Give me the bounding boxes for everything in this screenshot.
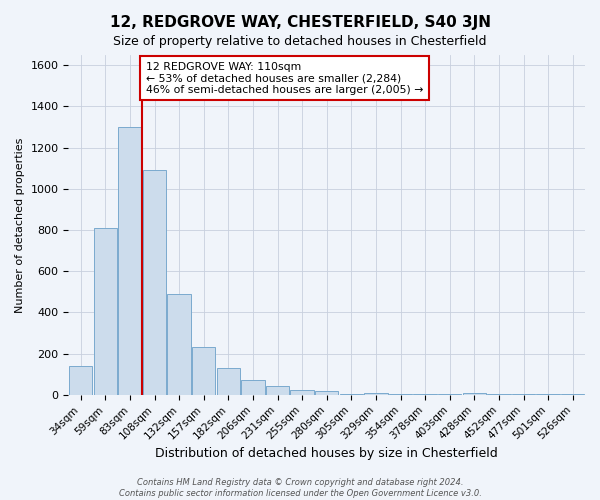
Bar: [118, 127, 142, 395]
Bar: [167, 294, 191, 395]
Bar: [94, 228, 117, 395]
Bar: [340, 394, 363, 395]
Text: 12, REDGROVE WAY, CHESTERFIELD, S40 3JN: 12, REDGROVE WAY, CHESTERFIELD, S40 3JN: [110, 15, 491, 30]
Y-axis label: Number of detached properties: Number of detached properties: [15, 137, 25, 312]
Bar: [266, 386, 289, 395]
Bar: [315, 390, 338, 395]
Bar: [143, 170, 166, 395]
Bar: [290, 390, 314, 395]
Bar: [364, 393, 388, 395]
Bar: [463, 393, 486, 395]
Bar: [69, 366, 92, 395]
Bar: [561, 394, 584, 395]
Text: Contains HM Land Registry data © Crown copyright and database right 2024.
Contai: Contains HM Land Registry data © Crown c…: [119, 478, 481, 498]
Text: Size of property relative to detached houses in Chesterfield: Size of property relative to detached ho…: [113, 35, 487, 48]
X-axis label: Distribution of detached houses by size in Chesterfield: Distribution of detached houses by size …: [155, 447, 498, 460]
Text: 12 REDGROVE WAY: 110sqm
← 53% of detached houses are smaller (2,284)
46% of semi: 12 REDGROVE WAY: 110sqm ← 53% of detache…: [146, 62, 423, 95]
Bar: [217, 368, 240, 395]
Bar: [389, 394, 412, 395]
Bar: [192, 348, 215, 395]
Bar: [241, 380, 265, 395]
